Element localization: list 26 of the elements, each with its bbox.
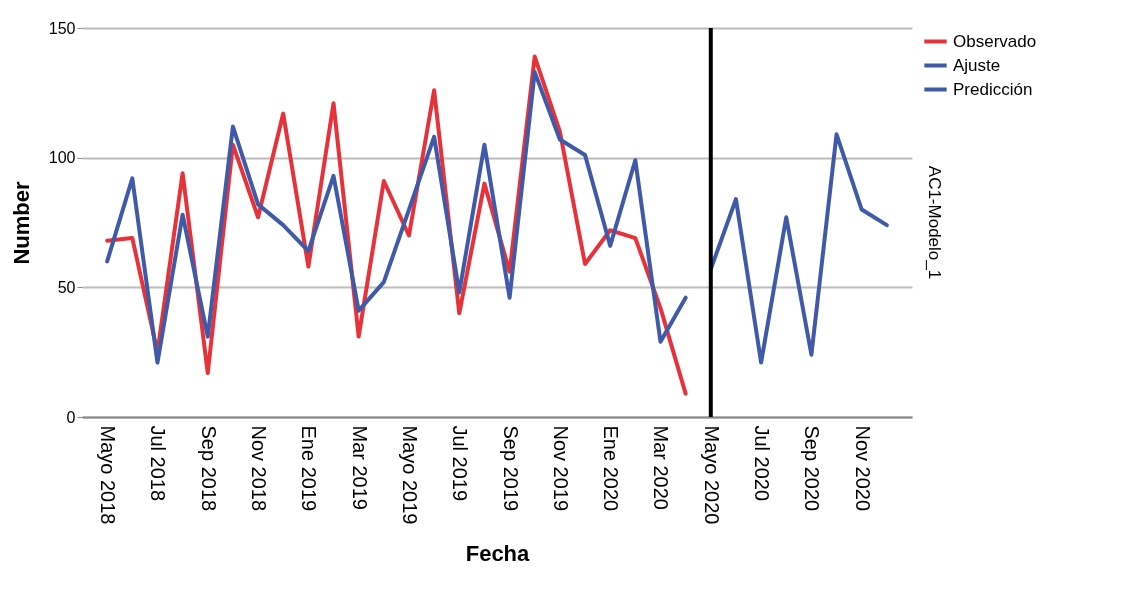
x-tick-label: Sep 2020: [801, 425, 824, 512]
x-tick-label: Mar 2019: [348, 425, 371, 510]
x-tick-label: Mayo 2020: [700, 425, 723, 525]
x-tick-label: Ene 2019: [298, 425, 321, 512]
y-tick-label: 100: [48, 149, 76, 167]
x-tick-label: Ene 2020: [600, 425, 623, 512]
legend-label: Observado: [953, 31, 1037, 51]
x-tick-label: Jul 2019: [449, 425, 472, 502]
y-tick-label: 150: [48, 19, 76, 37]
x-tick-label: Sep 2019: [499, 425, 522, 512]
x-tick-label: Mayo 2019: [398, 425, 421, 525]
text: AC1-Modelo_1: [925, 165, 944, 280]
x-tick-label: Jul 2020: [751, 425, 774, 502]
legend-label: Predicción: [953, 79, 1033, 99]
y-tick-label: 0: [66, 408, 76, 426]
x-tick-label: Jul 2018: [147, 425, 170, 502]
x-tick-label: Mayo 2018: [97, 425, 120, 525]
x-tick-label: Mar 2020: [650, 425, 673, 510]
x-tick-label: Sep 2018: [197, 425, 220, 512]
y-tick-label: 50: [57, 278, 76, 296]
y-axis-title: Number: [8, 181, 34, 265]
x-tick-label: Nov 2019: [549, 425, 572, 512]
x-tick-label: Nov 2020: [851, 425, 874, 512]
legend-label: Ajuste: [953, 55, 1001, 75]
x-axis-title: Fecha: [465, 541, 531, 567]
x-tick-label: Nov 2018: [248, 425, 271, 512]
